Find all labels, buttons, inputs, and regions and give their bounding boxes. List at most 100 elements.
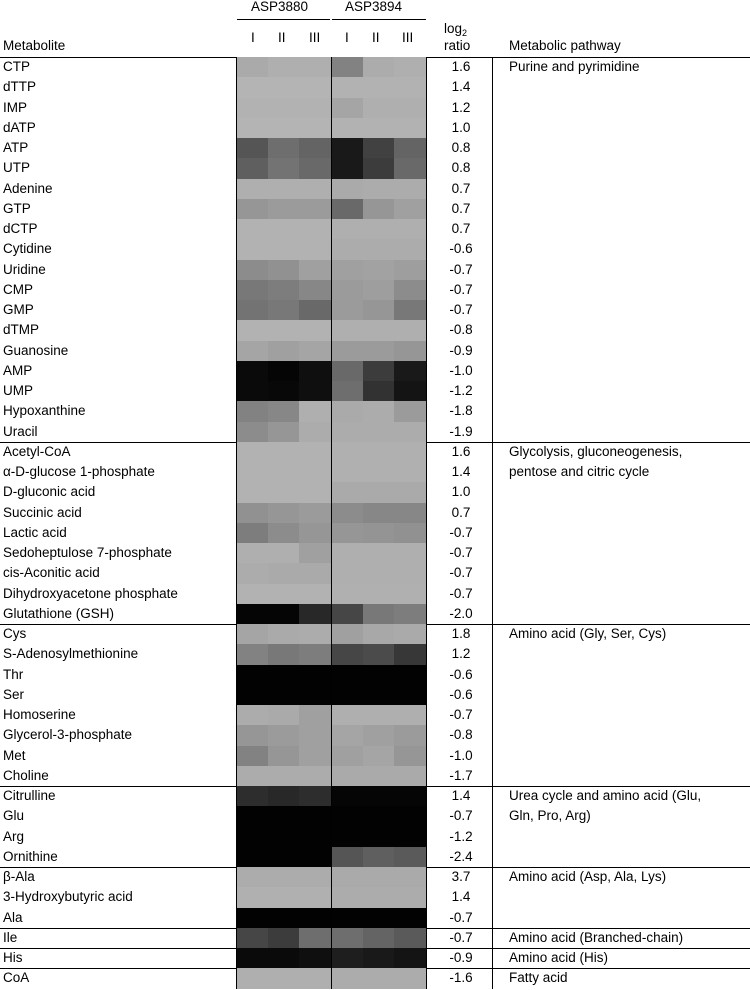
heatmap-cell [332,57,364,78]
log2-ratio-value: -0.7 [449,585,473,601]
heatmap-cell [332,77,364,98]
metabolite-label: Glutathione (GSH) [3,605,115,621]
heatmap-cell [268,867,300,888]
heatmap-cell [268,482,300,503]
heatmap-cell [394,97,427,119]
heatmap-cell [237,907,269,929]
heatmap-cell [268,522,300,544]
heatmap-cell [268,745,300,767]
metabolite-label: dATP [3,119,36,135]
metabolite-label: 3-Hydroxybutyric acid [3,889,133,905]
log2-ratio-value: -1.7 [449,767,473,783]
heatmap-cell [332,583,364,605]
log2-ratio-value: 1.8 [451,626,471,641]
metabolite-label: Cys [3,626,27,641]
heatmap-cell [268,765,300,787]
heatmap-cell [299,401,333,422]
heatmap-cell [394,786,427,807]
heatmap-cell [394,198,427,220]
heatmap-cell [237,462,269,483]
heatmap-cell [237,77,269,98]
heatmap-cell [363,927,395,949]
heatmap-cell [299,745,333,767]
heatmap-cell [268,178,300,200]
heatmap-cell [394,603,427,625]
group-underline-asp3894 [332,19,426,20]
metabolite-label: Uridine [3,261,46,277]
metabolite-label: Thr [3,666,24,682]
metabolite-label: dCTP [3,221,38,236]
heatmap-cell [268,138,300,159]
metabolite-label: Met [3,747,26,763]
heatmap-cell [237,826,269,848]
heatmap-cell [394,948,427,969]
heatmap-cell [363,340,395,362]
heatmap-cell [394,117,427,139]
heatmap-cell [363,786,395,807]
log2-ratio-value: 3.7 [451,869,471,884]
heatmap-cell [268,502,300,524]
heatmap-cell [268,786,300,807]
heatmap-cell [394,563,427,584]
metabolite-label: Hypoxanthine [3,403,86,419]
metabolite-label: Adenine [3,180,53,196]
heatmap-cell [394,482,427,503]
heatmap-cell [268,320,300,341]
heatmap-cell [332,97,364,119]
metabolite-label: UMP [3,383,33,398]
log2-ratio-value: -1.6 [449,970,473,986]
replicate-label: III [309,30,321,45]
heatmap-cell [394,239,427,260]
heatmap-cell [237,765,269,787]
heatmap-cell [332,745,364,767]
heatmap-cell [332,441,364,463]
heatmap-cell [332,684,364,706]
heatmap-cell [363,948,395,969]
metabolite-label: AMP [3,362,33,378]
heatmap-cell [363,320,395,341]
heatmap-cell [363,887,395,908]
heatmap-cell [299,887,333,908]
heatmap-cell [332,522,364,544]
heatmap-cell [332,543,364,564]
heatmap-cell [332,765,364,787]
heatmap-cell [299,948,333,969]
metabolite-label: Uracil [3,423,38,439]
heatmap-left-border [236,57,237,989]
replicate-label: III [402,30,414,45]
heatmap-cell [394,300,427,321]
heatmap-cell [299,522,333,544]
heatmap-cell [268,563,300,584]
metabolite-label: CoA [3,970,30,986]
heatmap-cell [268,259,300,281]
log2-ratio-value: -0.7 [449,565,473,581]
heatmap-cell [363,846,395,868]
heatmap-cell [332,117,364,139]
heatmap-cell [299,198,333,220]
ratio-header-subscript: 2 [462,28,468,38]
heatmap-cell [394,907,427,929]
pathway-label: Gln, Pro, Arg) [509,808,591,824]
heatmap-cell [363,441,395,463]
heatmap-cell [394,543,427,564]
heatmap-cell [363,907,395,929]
heatmap-cell [299,968,333,989]
group-divider [331,57,332,989]
heatmap-cell [394,421,427,443]
pathway-label: Urea cycle and amino acid (Glu, [509,788,702,803]
heatmap-cell [363,77,395,98]
heatmap-cell [394,624,427,645]
heatmap-cell [268,57,300,78]
heatmap-cell [363,482,395,503]
heatmap-cell [363,401,395,422]
log2-ratio-value: -0.9 [449,342,473,358]
heatmap-cell [299,846,333,868]
heatmap-cell [299,300,333,321]
heatmap-cell [268,219,300,240]
replicate-label: I [251,30,255,45]
metabolite-label: Acetyl-CoA [3,443,71,459]
heatmap-cell [394,887,427,908]
log2-ratio-value: -1.9 [449,423,473,439]
ratio-header: log2 [444,21,467,38]
heatmap-cell [363,259,395,281]
